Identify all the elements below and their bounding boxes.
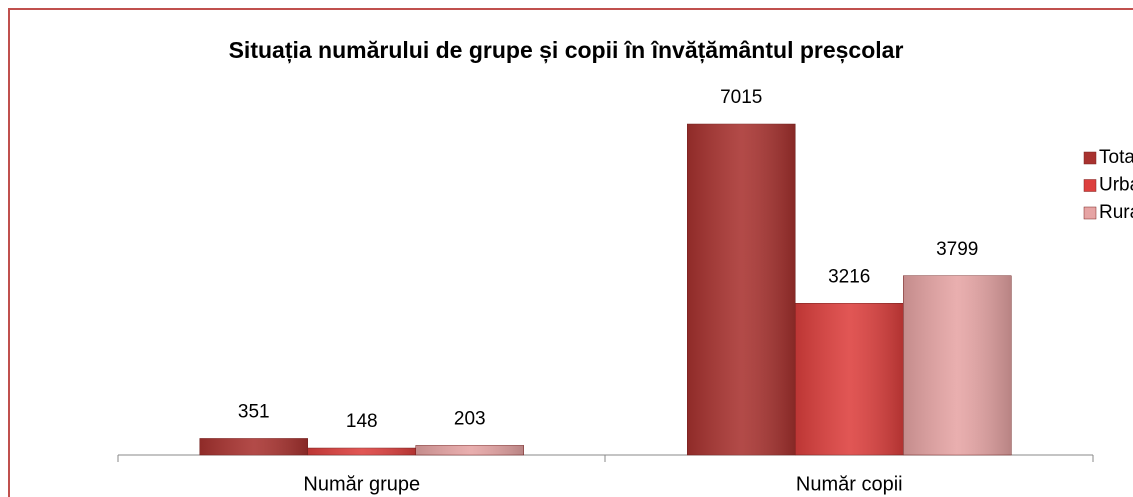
data-label: 3799: [936, 239, 978, 260]
data-label: 3216: [828, 266, 870, 287]
bar-shade: [415, 445, 524, 455]
chart-title: Situația numărului de grupe și copii în …: [229, 37, 904, 64]
data-label: 7015: [720, 87, 762, 108]
legend-swatch: [1083, 179, 1097, 192]
data-label: 148: [346, 411, 378, 432]
frame: [8, 8, 1133, 497]
bar-shade: [307, 448, 416, 455]
x-tick-label: Număr copii: [796, 473, 903, 495]
data-label: 351: [238, 401, 270, 422]
legend-swatch: [1083, 151, 1097, 165]
legend-swatch: [1083, 206, 1097, 220]
bar-shade: [903, 275, 1012, 455]
bar-shade: [687, 124, 796, 455]
data-label: 203: [454, 408, 486, 429]
legend-label: Total: [1099, 147, 1133, 168]
bar-shade: [795, 303, 904, 455]
legend-label: Urban: [1099, 175, 1133, 196]
bar-shade: [199, 438, 308, 455]
legend-label: Rural: [1099, 202, 1133, 223]
x-tick-label: Număr grupe: [303, 473, 420, 495]
